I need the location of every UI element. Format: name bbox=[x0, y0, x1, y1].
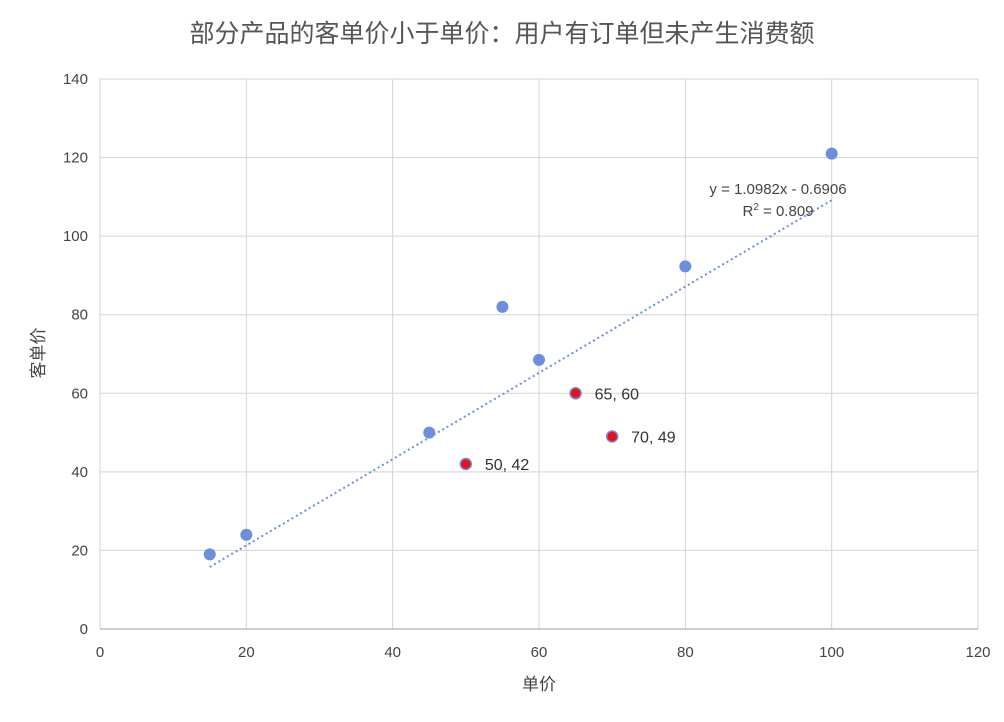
trendline-group bbox=[209, 199, 833, 568]
data-point-label: 65, 60 bbox=[595, 386, 640, 403]
tick-labels: 0 20 40 60 80 100 120 0 20 40 60 80 100 120 140 bbox=[63, 71, 991, 661]
chart-title: 部分产品的客单价小于单价：用户有订单但未产生消费额 bbox=[189, 19, 814, 48]
trendline-r-squared: R2 = 0.809 bbox=[742, 202, 813, 220]
x-tick-label: 80 bbox=[677, 644, 694, 661]
x-tick-label: 100 bbox=[819, 644, 844, 661]
x-axis-label: 单价 bbox=[522, 675, 556, 695]
data-point bbox=[203, 548, 216, 561]
highlighted-data-point bbox=[569, 387, 582, 400]
x-tick-label: 40 bbox=[384, 644, 401, 661]
y-tick-label: 80 bbox=[71, 307, 88, 324]
y-tick-label: 60 bbox=[71, 385, 88, 402]
trendline-equation: y = 1.0982x - 0.6906 bbox=[709, 181, 846, 198]
data-labels: 50, 42 65, 60 70, 49 bbox=[485, 386, 676, 474]
y-tick-label: 40 bbox=[71, 464, 88, 481]
highlighted-data-point bbox=[605, 430, 619, 443]
data-point-label: 50, 42 bbox=[485, 457, 530, 474]
x-tick-label: 60 bbox=[531, 644, 548, 661]
data-point bbox=[533, 353, 545, 366]
y-tick-label: 20 bbox=[71, 542, 88, 559]
x-tick-label: 20 bbox=[238, 644, 255, 661]
highlighted-data-point bbox=[459, 457, 473, 471]
x-tick-label: 120 bbox=[965, 644, 990, 661]
y-tick-label: 100 bbox=[63, 228, 88, 245]
data-point bbox=[240, 528, 253, 541]
data-point bbox=[679, 260, 692, 273]
data-points bbox=[203, 147, 838, 561]
y-tick-label: 120 bbox=[63, 150, 88, 167]
y-tick-label: 0 bbox=[80, 621, 88, 638]
x-tick-label: 0 bbox=[96, 644, 104, 661]
data-point bbox=[825, 147, 838, 160]
trendline bbox=[209, 199, 833, 568]
data-point bbox=[496, 300, 509, 313]
data-point bbox=[423, 426, 436, 439]
data-point-label: 70, 49 bbox=[631, 430, 676, 447]
y-tick-label: 140 bbox=[63, 71, 88, 88]
y-axis-label: 客单价 bbox=[29, 328, 49, 379]
